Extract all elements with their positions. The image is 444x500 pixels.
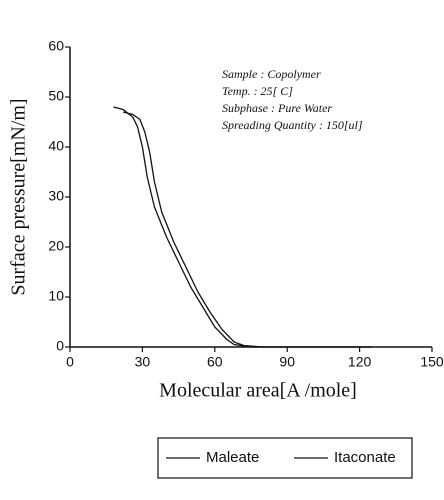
y-tick-label: 30 <box>48 188 64 204</box>
x-tick-label: 0 <box>66 354 74 370</box>
y-tick-label: 0 <box>56 338 64 354</box>
legend-label: Itaconate <box>334 449 396 466</box>
x-tick-label: 30 <box>135 354 151 370</box>
data-line <box>122 111 372 348</box>
y-tick-label: 50 <box>48 88 64 104</box>
y-tick-label: 20 <box>48 238 64 254</box>
annotation: Spreading Quantity : 150[ul] <box>222 118 363 132</box>
data-line <box>113 106 372 348</box>
x-tick-label: 90 <box>279 354 295 370</box>
annotation: Sample : Copolymer <box>222 67 321 81</box>
x-tick-label: 120 <box>348 354 372 370</box>
y-tick-label: 60 <box>48 38 64 54</box>
annotation: Temp. : 25[ C] <box>222 84 293 98</box>
legend-label: Maleate <box>206 449 259 466</box>
y-tick-label: 10 <box>48 288 64 304</box>
legend-box <box>157 437 413 479</box>
y-axis-label: Surface pressure[mN/m] <box>8 98 30 295</box>
x-tick-label: 60 <box>207 354 223 370</box>
annotation: Subphase : Pure Water <box>222 101 332 115</box>
y-tick-label: 40 <box>48 138 64 154</box>
x-tick-label: 150 <box>420 354 444 370</box>
x-axis-label: Molecular area[A /mole] <box>159 380 357 402</box>
